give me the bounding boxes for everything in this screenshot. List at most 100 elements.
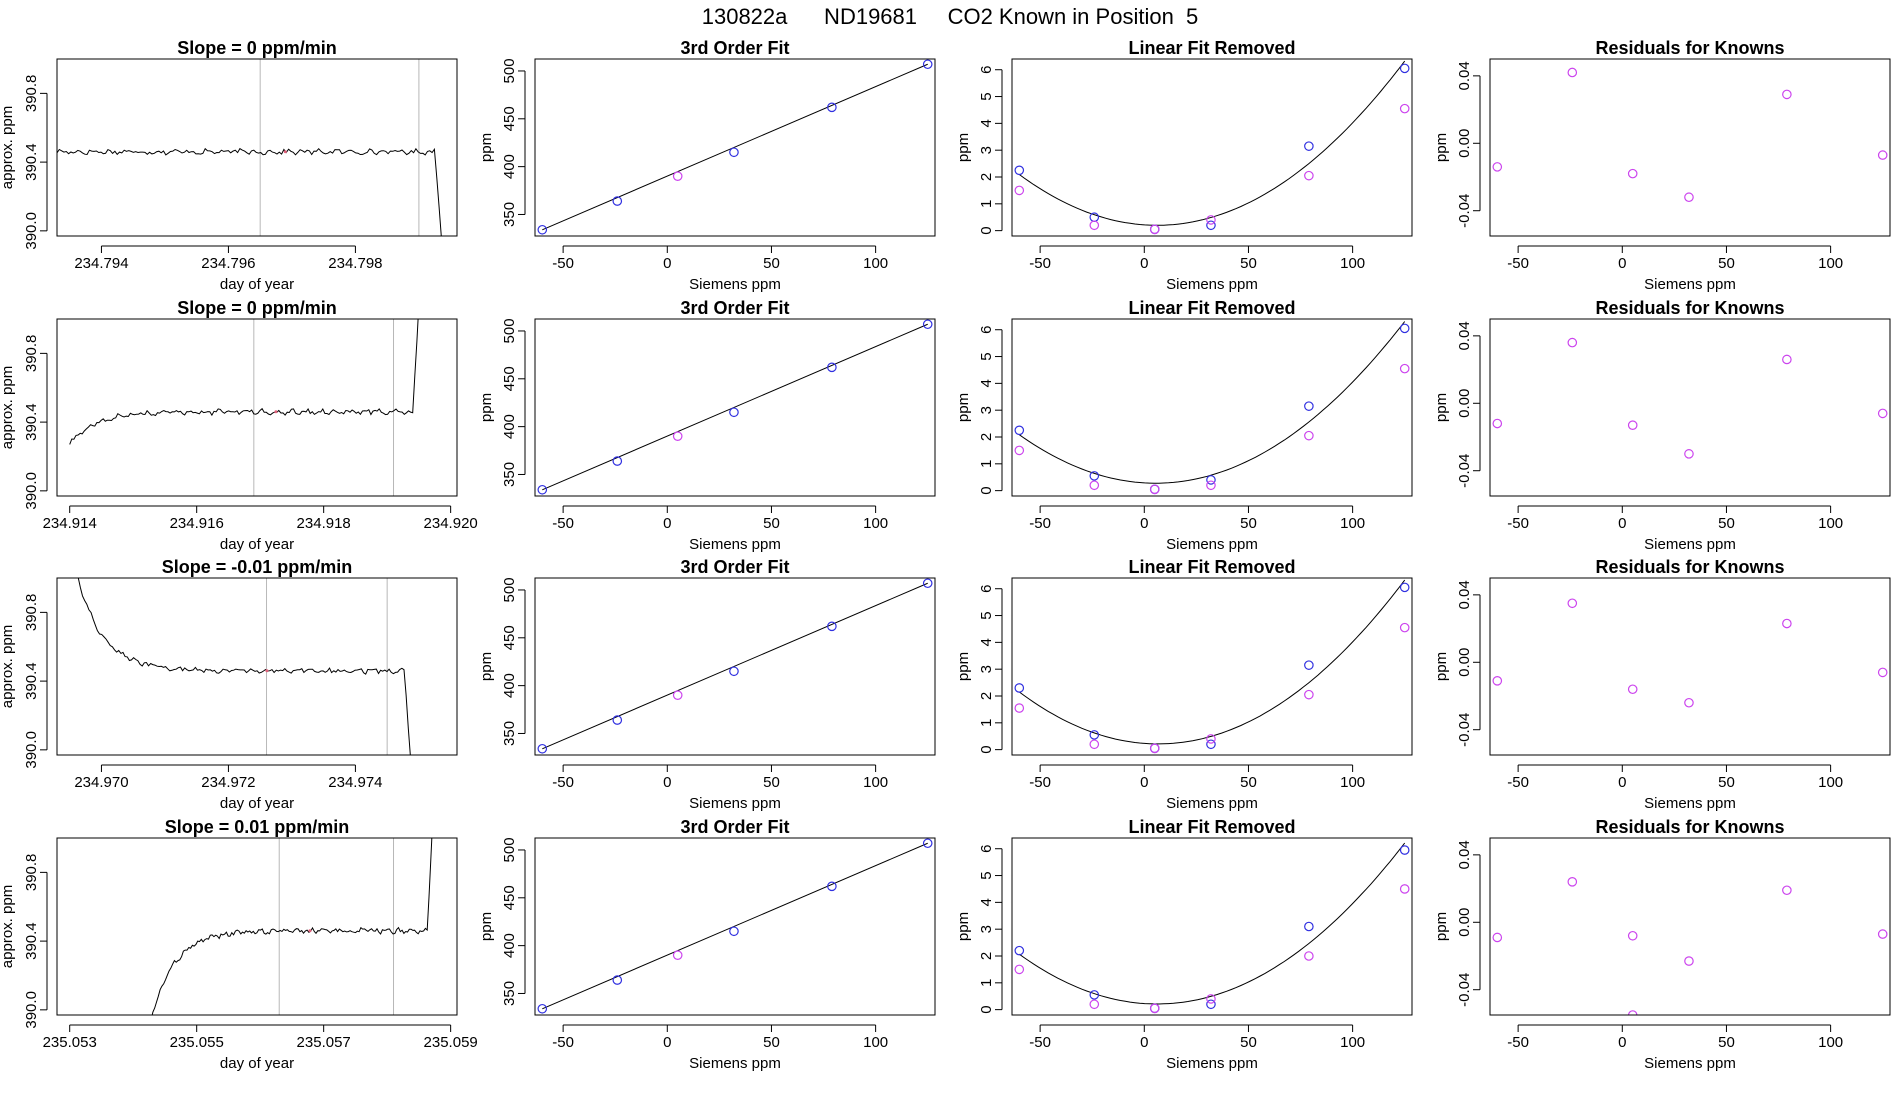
x-tick-label: 50 (1240, 774, 1257, 791)
x-tick-label: 0 (1140, 255, 1148, 272)
data-point (729, 666, 739, 677)
panel-2-2: 3rd Order Fit -50 0 50 100 Siemens ppm 350 400 4… (478, 298, 936, 553)
data-point (1567, 337, 1578, 348)
data-point (827, 621, 837, 632)
data-point (1399, 63, 1410, 74)
data-point (1877, 929, 1888, 939)
x-tick-label: 234.920 (424, 515, 478, 532)
y-tick-label: 390.4 (23, 143, 40, 181)
x-tick-label: 100 (1340, 774, 1365, 791)
plot-frame (1011, 577, 1413, 756)
plot-frame (1011, 58, 1413, 237)
panel-4-4: Residuals for Knowns -50 0 50 100 Siemens ppm… (1433, 817, 1891, 1072)
y-tick-label: 2 (978, 173, 995, 181)
y-axis-label: ppm (478, 912, 495, 941)
x-tick-label: 50 (1718, 515, 1735, 532)
y-tick-label: 400 (501, 154, 518, 179)
data-point (1399, 582, 1410, 593)
x-tick-label: 100 (863, 1034, 888, 1051)
x-tick-label: -50 (1029, 1034, 1051, 1051)
panel-title: Residuals for Knowns (1595, 557, 1784, 577)
time-series-line (57, 147, 442, 236)
data-layer (537, 59, 933, 235)
data-layer (77, 578, 411, 755)
panel-2-1: Slope = 0 ppm/min 234.914 234.916 234.918 23… (0, 298, 478, 553)
y-tick-label: 450 (501, 885, 518, 910)
x-axis-label: Siemens ppm (1166, 1055, 1258, 1072)
y-axis-label: ppm (955, 912, 972, 941)
data-point (922, 838, 933, 849)
data-point (1877, 667, 1888, 678)
x-tick-label: 234.796 (201, 255, 255, 272)
plot-frame (534, 577, 936, 756)
mean-marker (265, 669, 269, 673)
time-series-line (151, 838, 433, 1015)
y-tick-label: 0.04 (1456, 321, 1473, 350)
x-tick-label: 0 (1140, 515, 1148, 532)
panel-title: Slope = 0.01 ppm/min (165, 817, 350, 837)
data-point (537, 224, 548, 235)
x-tick-label: 50 (1240, 515, 1257, 532)
y-tick-label: 0 (978, 745, 995, 753)
x-tick-label: 234.974 (328, 774, 382, 791)
data-point (1304, 660, 1314, 670)
data-point (1492, 418, 1503, 429)
data-point (1627, 168, 1638, 179)
y-tick-label: 0 (978, 1005, 995, 1013)
data-layer (1014, 321, 1410, 495)
data-point (1304, 921, 1314, 932)
y-tick-label: 450 (501, 366, 518, 391)
x-tick-label: 234.914 (43, 515, 97, 532)
data-point (1684, 192, 1694, 203)
data-layer (1492, 67, 1888, 203)
plot-frame (56, 577, 458, 756)
x-tick-label: 100 (863, 515, 888, 532)
y-tick-label: -0.04 (1456, 454, 1473, 488)
y-axis-label: approx. ppm (0, 625, 16, 708)
y-axis-label: ppm (1433, 912, 1450, 941)
data-point (1149, 1003, 1160, 1014)
plot-frame (1011, 318, 1413, 497)
data-point (1492, 932, 1503, 943)
data-point (1014, 945, 1025, 956)
data-point (1304, 951, 1314, 961)
x-tick-label: 235.055 (170, 1034, 224, 1051)
data-point (1014, 683, 1025, 693)
y-tick-label: 400 (501, 673, 518, 698)
y-tick-label: 1 (978, 460, 995, 468)
y-axis-label: approx. ppm (0, 885, 16, 968)
x-tick-label: 234.972 (201, 774, 255, 791)
x-tick-label: 0 (1140, 774, 1148, 791)
x-tick-label: 0 (1618, 515, 1626, 532)
y-tick-label: 5 (978, 92, 995, 100)
panel-title: 3rd Order Fit (680, 817, 789, 837)
y-tick-label: 3 (978, 925, 995, 933)
data-layer (1492, 598, 1888, 708)
fit-line (542, 63, 928, 231)
x-tick-label: 235.053 (43, 1034, 97, 1051)
data-point (1089, 480, 1100, 491)
time-series-line (69, 319, 419, 445)
x-tick-label: 234.970 (74, 774, 128, 791)
data-point (1089, 471, 1100, 481)
data-point (1399, 323, 1410, 334)
data-point (1399, 103, 1410, 114)
y-tick-label: 1 (978, 719, 995, 727)
y-tick-label: -0.04 (1456, 713, 1473, 747)
x-tick-label: 100 (1340, 255, 1365, 272)
data-point (1206, 475, 1216, 485)
y-tick-label: 350 (501, 462, 518, 487)
y-tick-label: 2 (978, 952, 995, 960)
x-tick-label: 0 (663, 774, 671, 791)
plot-frame (1489, 577, 1891, 756)
data-point (1684, 449, 1694, 459)
y-tick-label: 5 (978, 611, 995, 619)
panel-title: 3rd Order Fit (680, 38, 789, 58)
y-axis-label: ppm (1433, 133, 1450, 162)
fit-line (542, 323, 928, 491)
data-point (672, 950, 683, 961)
data-point (1877, 150, 1888, 160)
page-title: 130822a ND19681 CO2 Known in Position 5 (701, 4, 1199, 29)
y-axis-label: ppm (478, 133, 495, 162)
data-point (537, 1003, 548, 1014)
